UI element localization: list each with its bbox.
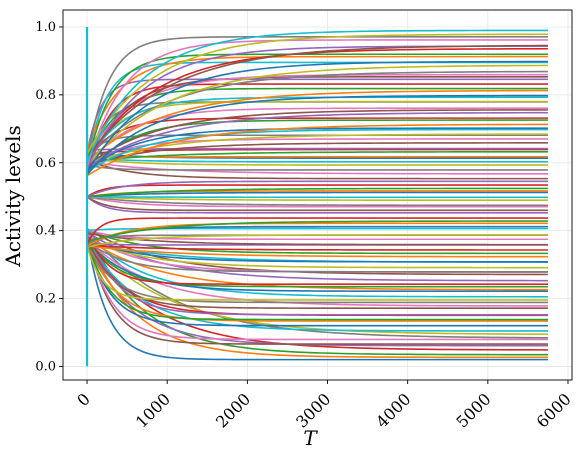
series-line-49 [87, 197, 548, 198]
x-axis-label: T [303, 426, 318, 450]
y-tick-label-4: 0.8 [35, 88, 56, 103]
y-tick-label-3: 0.6 [35, 156, 56, 171]
y-tick-label-0: 0.0 [35, 359, 56, 374]
y-axis-label: Activity levels [1, 125, 25, 268]
y-tick-label-1: 0.2 [35, 292, 56, 307]
y-tick-label-2: 0.4 [35, 224, 56, 239]
y-tick-label-5: 1.0 [35, 20, 56, 35]
